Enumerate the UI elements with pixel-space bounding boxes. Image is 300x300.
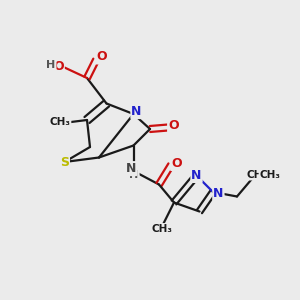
Text: CH₃: CH₃ [50, 117, 70, 128]
Text: H: H [130, 170, 139, 181]
Text: S: S [60, 155, 69, 169]
Text: CH₂: CH₂ [246, 169, 267, 180]
Text: O: O [171, 157, 182, 170]
Text: N: N [126, 162, 136, 175]
Text: O: O [96, 50, 107, 64]
Text: H: H [46, 60, 56, 70]
Text: N: N [213, 187, 224, 200]
Text: N: N [131, 105, 142, 118]
Text: O: O [53, 59, 64, 73]
Text: N: N [191, 169, 202, 182]
Text: CH₃: CH₃ [152, 224, 172, 234]
Text: CH₃: CH₃ [260, 169, 280, 180]
Text: O: O [168, 118, 179, 132]
